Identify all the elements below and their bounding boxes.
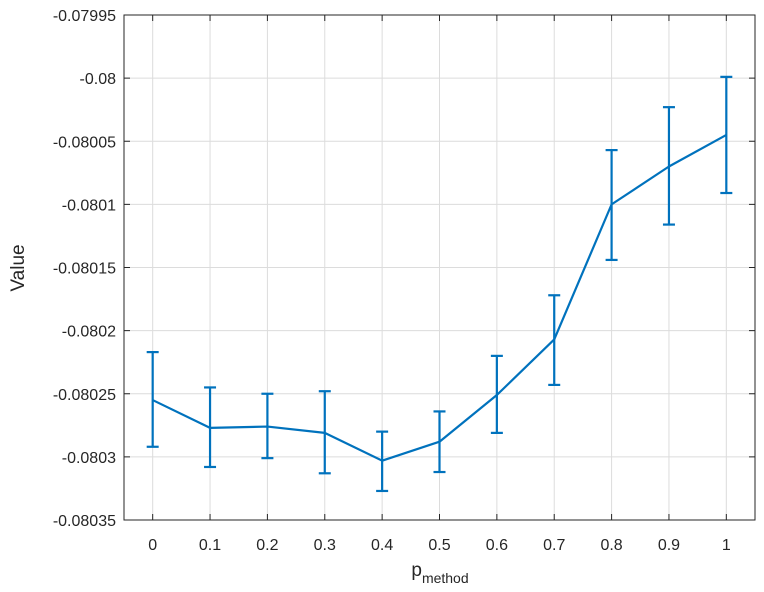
error-bar xyxy=(318,390,331,475)
error-bar xyxy=(490,354,503,434)
x-tick-label: 0.5 xyxy=(428,537,450,554)
x-tick-label: 0.2 xyxy=(256,537,278,554)
x-tick-label: 1 xyxy=(722,537,731,554)
error-bar xyxy=(662,106,675,226)
x-tick-label: 0.9 xyxy=(658,537,680,554)
error-bar xyxy=(433,410,446,474)
error-bar xyxy=(204,386,217,469)
error-bar xyxy=(261,392,274,460)
error-bar xyxy=(376,430,389,493)
ticks xyxy=(124,14,755,521)
error-bar xyxy=(548,294,561,387)
y-tick-label: -0.0801 xyxy=(62,197,116,214)
error-bar xyxy=(605,148,618,262)
x-tick-label: 0.6 xyxy=(486,537,508,554)
x-tick-label: 0.3 xyxy=(314,537,336,554)
series-layer xyxy=(146,75,733,493)
y-tick-label: -0.08015 xyxy=(53,261,116,278)
x-tick-label: 0.1 xyxy=(199,537,221,554)
y-tick-label: -0.0802 xyxy=(62,324,116,341)
y-tick-label: -0.08025 xyxy=(53,387,116,404)
y-tick-label: -0.08035 xyxy=(53,513,116,530)
y-tick-label: -0.08005 xyxy=(53,134,116,151)
x-axis-label-sub: method xyxy=(422,570,469,586)
y-tick-label: -0.0803 xyxy=(62,450,116,467)
tick-labels: 0 0.1 0.2 0.3 0.4 0.5 0.6 0.7 0.8 0.9 1 -0.07995 -0.… xyxy=(53,8,731,554)
x-tick-label: 0.4 xyxy=(371,537,393,554)
x-tick-label: 0.7 xyxy=(543,537,565,554)
error-bar xyxy=(720,75,733,195)
x-axis-label: pmethod xyxy=(411,560,468,586)
y-axis-label: Value xyxy=(8,244,29,291)
error-bar xyxy=(146,350,159,448)
x-axis-label-main: p xyxy=(411,560,422,581)
x-tick-label: 0.8 xyxy=(600,537,622,554)
x-tick-label: 0 xyxy=(148,537,157,554)
y-tick-label: -0.08 xyxy=(80,71,117,88)
y-tick-label: -0.07995 xyxy=(53,8,116,25)
